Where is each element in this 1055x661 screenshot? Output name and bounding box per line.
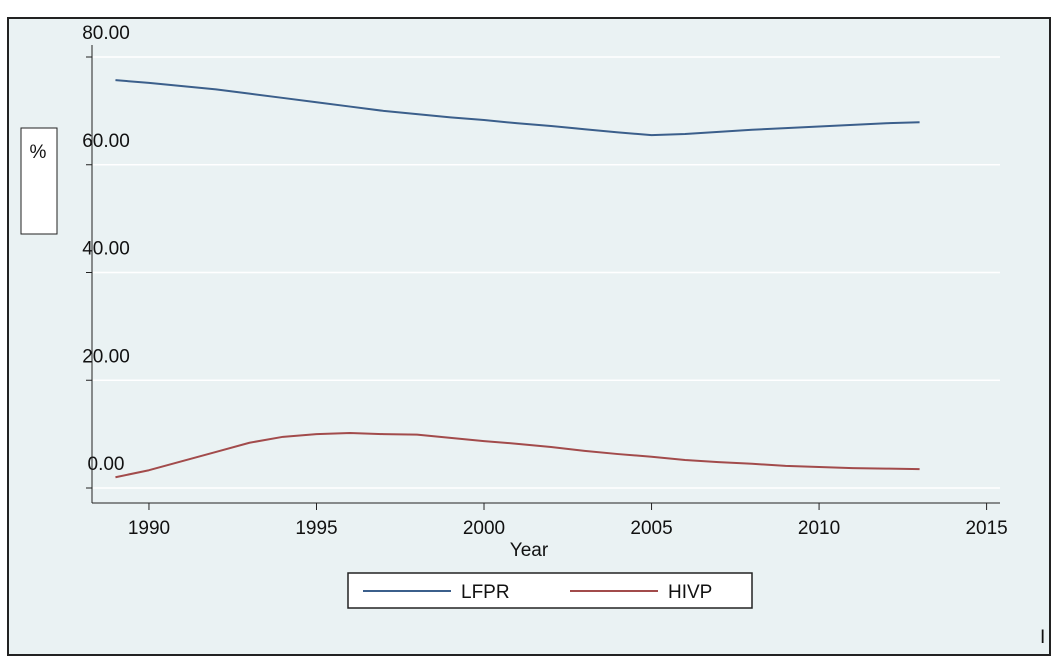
annotation: I xyxy=(1040,627,1045,648)
x-tick-label: 2000 xyxy=(463,518,505,539)
y-axis-label: % xyxy=(30,142,47,163)
x-tick-label: 2005 xyxy=(630,518,672,539)
x-tick-label: 1990 xyxy=(128,518,170,539)
y-tick-label: 0.00 xyxy=(88,454,125,475)
legend-label: HIVP xyxy=(668,582,712,603)
legend-label: LFPR xyxy=(461,582,510,603)
x-tick-label: 2010 xyxy=(798,518,840,539)
x-axis-label: Year xyxy=(510,540,549,561)
y-tick-label: 60.00 xyxy=(82,131,130,152)
y-label-box xyxy=(20,127,58,235)
y-tick-label: 40.00 xyxy=(82,239,130,260)
y-tick-label: 80.00 xyxy=(82,23,130,44)
y-tick-label: 20.00 xyxy=(82,346,130,367)
line-series xyxy=(115,79,920,137)
line-series xyxy=(115,432,920,479)
x-tick-label: 2015 xyxy=(965,518,1007,539)
x-tick-label: 1995 xyxy=(295,518,337,539)
